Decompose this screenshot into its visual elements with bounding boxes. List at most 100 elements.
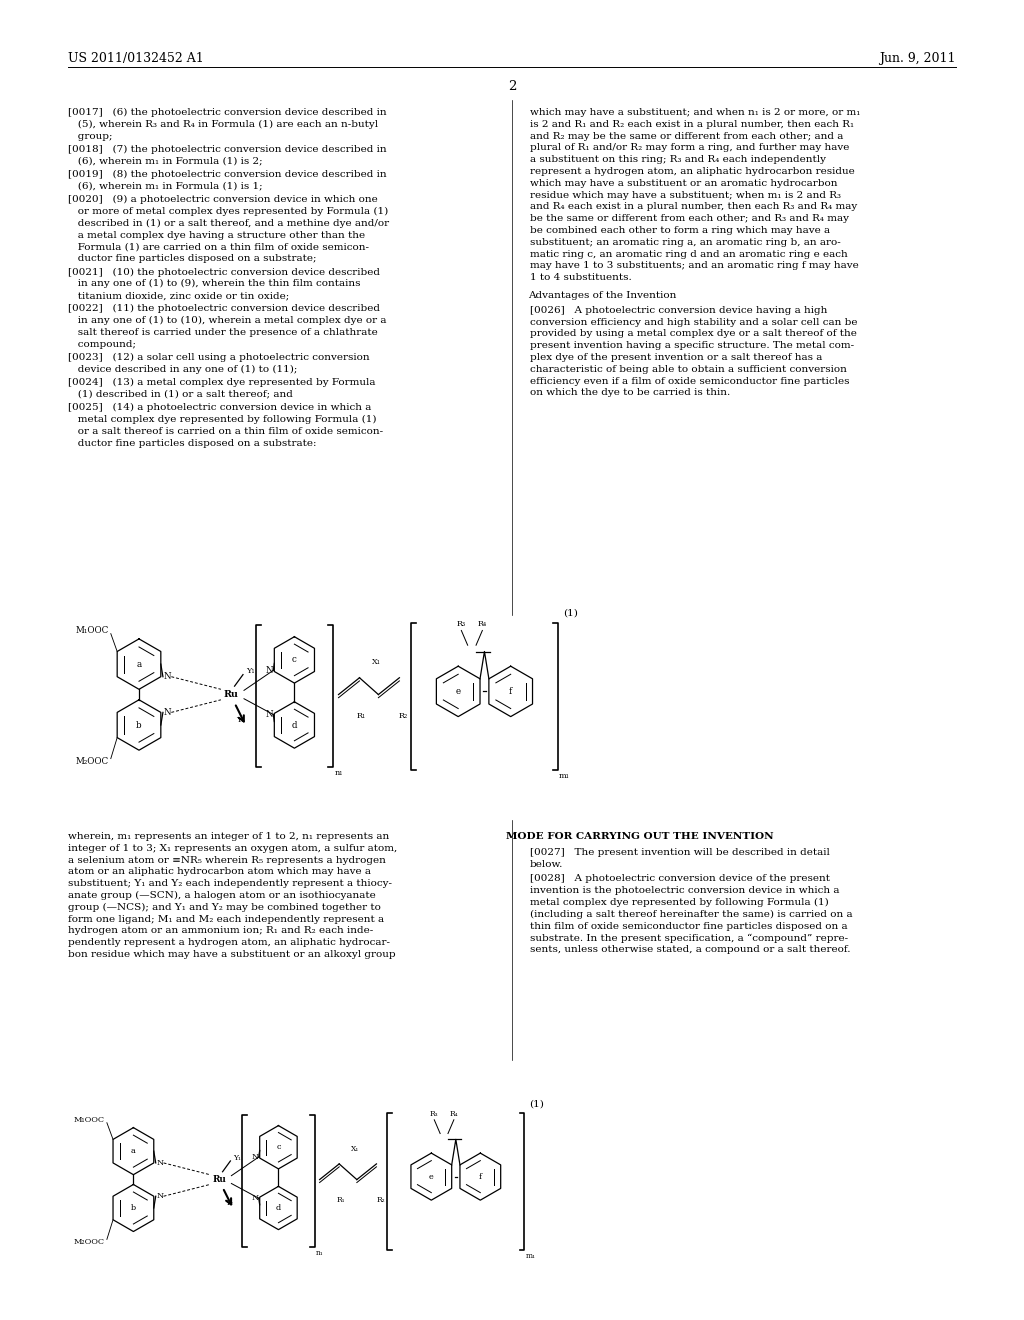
- Text: f: f: [509, 686, 512, 696]
- Text: compound;: compound;: [68, 339, 136, 348]
- Text: metal complex dye represented by following Formula (1): metal complex dye represented by followi…: [530, 898, 828, 907]
- Text: 2: 2: [508, 81, 516, 92]
- Text: described in (1) or a salt thereof, and a methine dye and/or: described in (1) or a salt thereof, and …: [68, 219, 389, 228]
- Text: b: b: [131, 1204, 136, 1212]
- Text: substituent; an aromatic ring a, an aromatic ring b, an aro-: substituent; an aromatic ring a, an arom…: [530, 238, 841, 247]
- Text: X₁: X₁: [372, 659, 381, 667]
- Text: c: c: [292, 656, 297, 664]
- Text: Y₁: Y₁: [246, 668, 255, 676]
- Text: R₂: R₂: [398, 713, 408, 721]
- Text: [0024]   (13) a metal complex dye represented by Formula: [0024] (13) a metal complex dye represen…: [68, 378, 376, 387]
- Text: provided by using a metal complex dye or a salt thereof of the: provided by using a metal complex dye or…: [530, 330, 857, 338]
- Text: N: N: [251, 1195, 258, 1203]
- Text: N: N: [163, 708, 171, 717]
- Text: and R₂ may be the same or different from each other; and a: and R₂ may be the same or different from…: [530, 132, 844, 141]
- Text: efficiency even if a film of oxide semiconductor fine particles: efficiency even if a film of oxide semic…: [530, 376, 850, 385]
- Text: invention is the photoelectric conversion device in which a: invention is the photoelectric conversio…: [530, 886, 840, 895]
- Text: n₁: n₁: [315, 1249, 324, 1257]
- Text: [0028]   A photoelectric conversion device of the present: [0028] A photoelectric conversion device…: [530, 874, 830, 883]
- Text: group (—NCS); and Y₁ and Y₂ may be combined together to: group (—NCS); and Y₁ and Y₂ may be combi…: [68, 903, 381, 912]
- Text: integer of 1 to 3; X₁ represents an oxygen atom, a sulfur atom,: integer of 1 to 3; X₁ represents an oxyg…: [68, 843, 397, 853]
- Text: [0019]   (8) the photoelectric conversion device described in: [0019] (8) the photoelectric conversion …: [68, 170, 387, 180]
- Text: [0021]   (10) the photoelectric conversion device described: [0021] (10) the photoelectric conversion…: [68, 268, 380, 276]
- Text: which may have a substituent; and when n₁ is 2 or more, or m₁: which may have a substituent; and when n…: [530, 108, 860, 117]
- Text: (including a salt thereof hereinafter the same) is carried on a: (including a salt thereof hereinafter th…: [530, 909, 853, 919]
- Text: Ru: Ru: [224, 690, 239, 700]
- Text: Y₂: Y₂: [237, 715, 245, 723]
- Text: d: d: [292, 721, 297, 730]
- Text: be combined each other to form a ring which may have a: be combined each other to form a ring wh…: [530, 226, 830, 235]
- Text: M₂OOC: M₂OOC: [74, 1238, 104, 1246]
- Text: 1 to 4 substituents.: 1 to 4 substituents.: [530, 273, 632, 282]
- Text: be the same or different from each other; and R₃ and R₄ may: be the same or different from each other…: [530, 214, 849, 223]
- Text: M₁OOC: M₁OOC: [74, 1115, 104, 1123]
- Text: (1): (1): [563, 609, 579, 618]
- Text: Jun. 9, 2011: Jun. 9, 2011: [880, 51, 956, 65]
- Text: which may have a substituent or an aromatic hydrocarbon: which may have a substituent or an aroma…: [530, 178, 838, 187]
- Text: plural of R₁ and/or R₂ may form a ring, and further may have: plural of R₁ and/or R₂ may form a ring, …: [530, 144, 849, 152]
- Text: characteristic of being able to obtain a sufficient conversion: characteristic of being able to obtain a…: [530, 364, 847, 374]
- Text: and R₄ each exist in a plural number, then each R₃ and R₄ may: and R₄ each exist in a plural number, th…: [530, 202, 857, 211]
- Text: [0018]   (7) the photoelectric conversion device described in: [0018] (7) the photoelectric conversion …: [68, 145, 387, 154]
- Text: d: d: [275, 1204, 281, 1212]
- Text: [0017]   (6) the photoelectric conversion device described in: [0017] (6) the photoelectric conversion …: [68, 108, 387, 117]
- Text: Y₂: Y₂: [224, 1199, 232, 1206]
- Text: bon residue which may have a substituent or an alkoxyl group: bon residue which may have a substituent…: [68, 950, 395, 960]
- Text: n₁: n₁: [334, 770, 343, 777]
- Text: (6), wherein m₁ in Formula (1) is 2;: (6), wherein m₁ in Formula (1) is 2;: [68, 157, 262, 166]
- Text: may have 1 to 3 substituents; and an aromatic ring f may have: may have 1 to 3 substituents; and an aro…: [530, 261, 859, 271]
- Text: N: N: [156, 1192, 163, 1200]
- Text: present invention having a specific structure. The metal com-: present invention having a specific stru…: [530, 341, 854, 350]
- Text: salt thereof is carried under the presence of a chlathrate: salt thereof is carried under the presen…: [68, 327, 378, 337]
- Text: below.: below.: [530, 859, 563, 869]
- Text: substituent; Y₁ and Y₂ each independently represent a thiocy-: substituent; Y₁ and Y₂ each independentl…: [68, 879, 392, 888]
- Text: R₁: R₁: [337, 1196, 345, 1204]
- Text: Y₁: Y₁: [233, 1154, 242, 1162]
- Text: group;: group;: [68, 132, 113, 141]
- Text: m₁: m₁: [525, 1253, 536, 1261]
- Text: X₁: X₁: [350, 1146, 359, 1154]
- Text: [0022]   (11) the photoelectric conversion device described: [0022] (11) the photoelectric conversion…: [68, 305, 380, 313]
- Text: [0027]   The present invention will be described in detail: [0027] The present invention will be des…: [530, 847, 829, 857]
- Text: (6), wherein m₁ in Formula (1) is 1;: (6), wherein m₁ in Formula (1) is 1;: [68, 182, 262, 191]
- Text: US 2011/0132452 A1: US 2011/0132452 A1: [68, 51, 204, 65]
- Text: m₁: m₁: [559, 772, 570, 780]
- Text: pendently represent a hydrogen atom, an aliphatic hydrocar-: pendently represent a hydrogen atom, an …: [68, 939, 390, 948]
- Text: thin film of oxide semiconductor fine particles disposed on a: thin film of oxide semiconductor fine pa…: [530, 921, 848, 931]
- Text: R₁: R₁: [357, 713, 367, 721]
- Text: in any one of (1) to (10), wherein a metal complex dye or a: in any one of (1) to (10), wherein a met…: [68, 315, 386, 325]
- Text: wherein, m₁ represents an integer of 1 to 2, n₁ represents an: wherein, m₁ represents an integer of 1 t…: [68, 832, 389, 841]
- Text: (1): (1): [529, 1100, 544, 1107]
- Text: is 2 and R₁ and R₂ each exist in a plural number, then each R₁: is 2 and R₁ and R₂ each exist in a plura…: [530, 120, 854, 129]
- Text: [0026]   A photoelectric conversion device having a high: [0026] A photoelectric conversion device…: [530, 306, 827, 314]
- Text: [0023]   (12) a solar cell using a photoelectric conversion: [0023] (12) a solar cell using a photoel…: [68, 352, 370, 362]
- Text: matic ring c, an aromatic ring d and an aromatic ring e each: matic ring c, an aromatic ring d and an …: [530, 249, 848, 259]
- Text: c: c: [276, 1143, 281, 1151]
- Text: R₃: R₃: [457, 620, 466, 628]
- Text: N: N: [265, 665, 272, 675]
- Text: e: e: [429, 1172, 434, 1180]
- Text: represent a hydrogen atom, an aliphatic hydrocarbon residue: represent a hydrogen atom, an aliphatic …: [530, 168, 855, 176]
- Text: titanium dioxide, zinc oxide or tin oxide;: titanium dioxide, zinc oxide or tin oxid…: [68, 290, 289, 300]
- Text: anate group (—SCN), a halogen atom or an isothiocyanate: anate group (—SCN), a halogen atom or an…: [68, 891, 376, 900]
- Text: metal complex dye represented by following Formula (1): metal complex dye represented by followi…: [68, 414, 377, 424]
- Text: device described in any one of (1) to (11);: device described in any one of (1) to (1…: [68, 364, 297, 374]
- Text: M₁OOC: M₁OOC: [76, 626, 109, 635]
- Text: b: b: [136, 721, 141, 730]
- Text: N: N: [251, 1154, 258, 1162]
- Text: Ru: Ru: [213, 1175, 226, 1184]
- Text: e: e: [456, 686, 461, 696]
- Text: a: a: [131, 1147, 136, 1155]
- Text: f: f: [479, 1172, 482, 1180]
- Text: in any one of (1) to (9), wherein the thin film contains: in any one of (1) to (9), wherein the th…: [68, 280, 360, 288]
- Text: Advantages of the Invention: Advantages of the Invention: [527, 290, 676, 300]
- Text: a metal complex dye having a structure other than the: a metal complex dye having a structure o…: [68, 231, 366, 239]
- Text: form one ligand; M₁ and M₂ each independently represent a: form one ligand; M₁ and M₂ each independ…: [68, 915, 384, 924]
- Text: sents, unless otherwise stated, a compound or a salt thereof.: sents, unless otherwise stated, a compou…: [530, 945, 851, 954]
- Text: R₃: R₃: [430, 1110, 438, 1118]
- Text: MODE FOR CARRYING OUT THE INVENTION: MODE FOR CARRYING OUT THE INVENTION: [506, 832, 774, 841]
- Text: Formula (1) are carried on a thin film of oxide semicon-: Formula (1) are carried on a thin film o…: [68, 243, 369, 251]
- Text: M₂OOC: M₂OOC: [76, 758, 109, 766]
- Text: atom or an aliphatic hydrocarbon atom which may have a: atom or an aliphatic hydrocarbon atom wh…: [68, 867, 371, 876]
- Text: plex dye of the present invention or a salt thereof has a: plex dye of the present invention or a s…: [530, 352, 822, 362]
